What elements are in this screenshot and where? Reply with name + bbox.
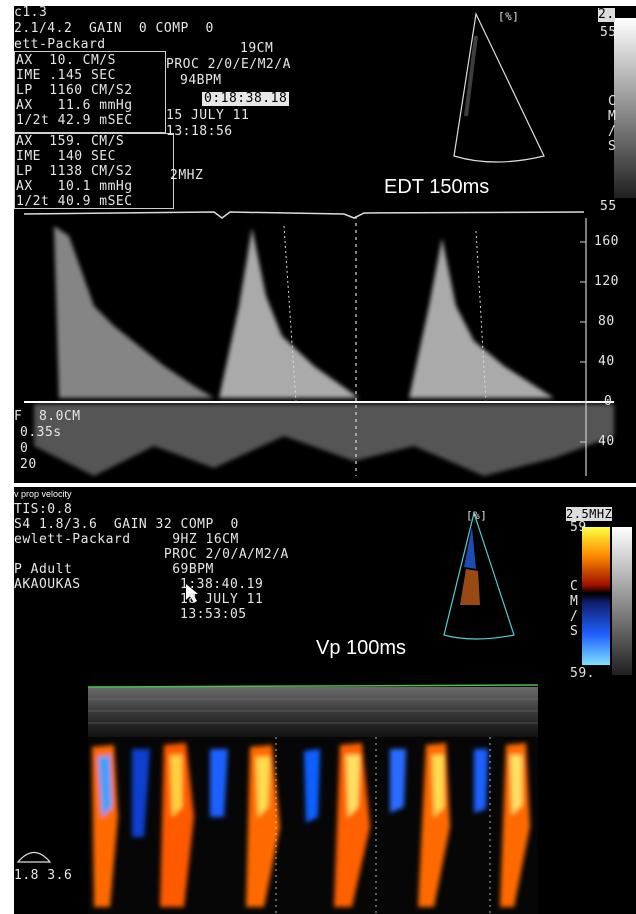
left-label: 0 (20, 441, 29, 456)
color-velocity-bar (582, 527, 610, 665)
probe-frequency: 1.8 3.6 (14, 868, 73, 883)
header-line-3: ett-Packard (14, 37, 106, 52)
header-line: P Adult 69BPM (14, 562, 214, 577)
spectral-envelope-positive (54, 226, 554, 398)
header-line-1: c1.3 (14, 6, 48, 20)
meas-line: LP 1138 CM/S2 (16, 164, 133, 179)
header-line: TIS:0.8 (14, 502, 73, 517)
measurement-box-2 (14, 133, 174, 209)
velocity-tick: 80 (598, 314, 615, 329)
scale-bottom-value: 55 (600, 199, 617, 214)
scale-bottom-value: 59. (570, 666, 595, 681)
edt-annotation: EDT 150ms (384, 176, 490, 198)
vp-annotation: Vp 100ms (316, 637, 407, 659)
meas-line: AX 10.1 mmHg (16, 179, 133, 194)
probe-label: [%] (466, 509, 488, 522)
grayscale-bar (612, 527, 632, 675)
clock-label: 13:53:05 (180, 607, 247, 622)
header-line-2: 2.1/4.2 GAIN 0 COMP 0 (14, 21, 214, 36)
time-code: 0:18:38.18 (202, 91, 290, 106)
color-mmode-panel: v prop velocity TIS:0.8 S4 1.8/3.6 GAIN … (14, 487, 636, 914)
frequency-label: 2.5MHZ (566, 507, 613, 521)
cursor-icon (186, 584, 198, 603)
velocity-tick: 0 (604, 394, 613, 409)
meas-line: 1/2t 40.9 mSEC (16, 194, 133, 209)
velocity-tick: 160 (594, 234, 619, 249)
header-line: AKAOUKAS (14, 577, 81, 592)
caption-label: v prop velocity (14, 489, 72, 499)
meas-line: IME 140 SEC (16, 149, 116, 164)
meas-line: LP 1160 CM/S2 (16, 83, 133, 98)
velocity-tick: 40 (598, 434, 615, 449)
color-mmode-graphics (16, 510, 632, 914)
color-flow-streaks (92, 743, 530, 907)
left-label: 20 (20, 457, 37, 472)
scale-unit: C M / S (570, 579, 579, 639)
header-line: PROC 2/0/A/M2/A (14, 547, 289, 562)
meas-line: AX 11.6 mmHg (16, 98, 133, 113)
ecg-trace (23, 211, 585, 219)
meas-line: IME .145 SEC (16, 68, 116, 83)
date-label: 15 JULY 11 (166, 108, 250, 123)
grayscale-bar (614, 18, 636, 198)
header-line: S4 1.8/3.6 GAIN 32 COMP 0 (14, 517, 239, 532)
tissue-band (88, 687, 538, 737)
color-sector-icon (443, 510, 515, 640)
velocity-tick: 120 (594, 274, 619, 289)
depth-label: 19CM (240, 41, 274, 56)
velocity-tick: 40 (598, 354, 615, 369)
measurement-box-1 (14, 51, 166, 133)
left-label: 0.35s (20, 425, 62, 440)
bpm-label: 94BPM (180, 73, 222, 88)
doppler-graphics (23, 11, 636, 476)
scale-top-value: 59. (570, 520, 595, 535)
left-label: F 8.0CM (14, 409, 81, 424)
date-label: 18 JULY 11 (180, 592, 264, 607)
scale-top-value: 55 (600, 25, 617, 40)
frequency-label: 2MHZ (170, 168, 204, 183)
probe-label: [%] (498, 10, 520, 23)
meas-line: 1/2t 42.9 mSEC (16, 113, 133, 128)
sector-icon (453, 11, 545, 163)
doppler-panel: c1.3 2.1/4.2 GAIN 0 COMP 0 ett-Packard A… (14, 6, 636, 483)
clock-label: 13:18:56 (166, 124, 233, 139)
probe-icon (16, 851, 52, 863)
meas-line: AX 10. CM/S (16, 53, 116, 68)
time-code: 1:38:40.19 (180, 577, 264, 592)
meas-line: AX 159. CM/S (16, 134, 125, 149)
scale-top-label: 2. (598, 7, 615, 22)
scale-unit: C M / S (608, 94, 617, 154)
spectral-envelope-negative (34, 404, 614, 476)
proc-label: PROC 2/0/E/M2/A (166, 57, 291, 72)
header-line: ewlett-Packard 9HZ 16CM (14, 532, 239, 547)
